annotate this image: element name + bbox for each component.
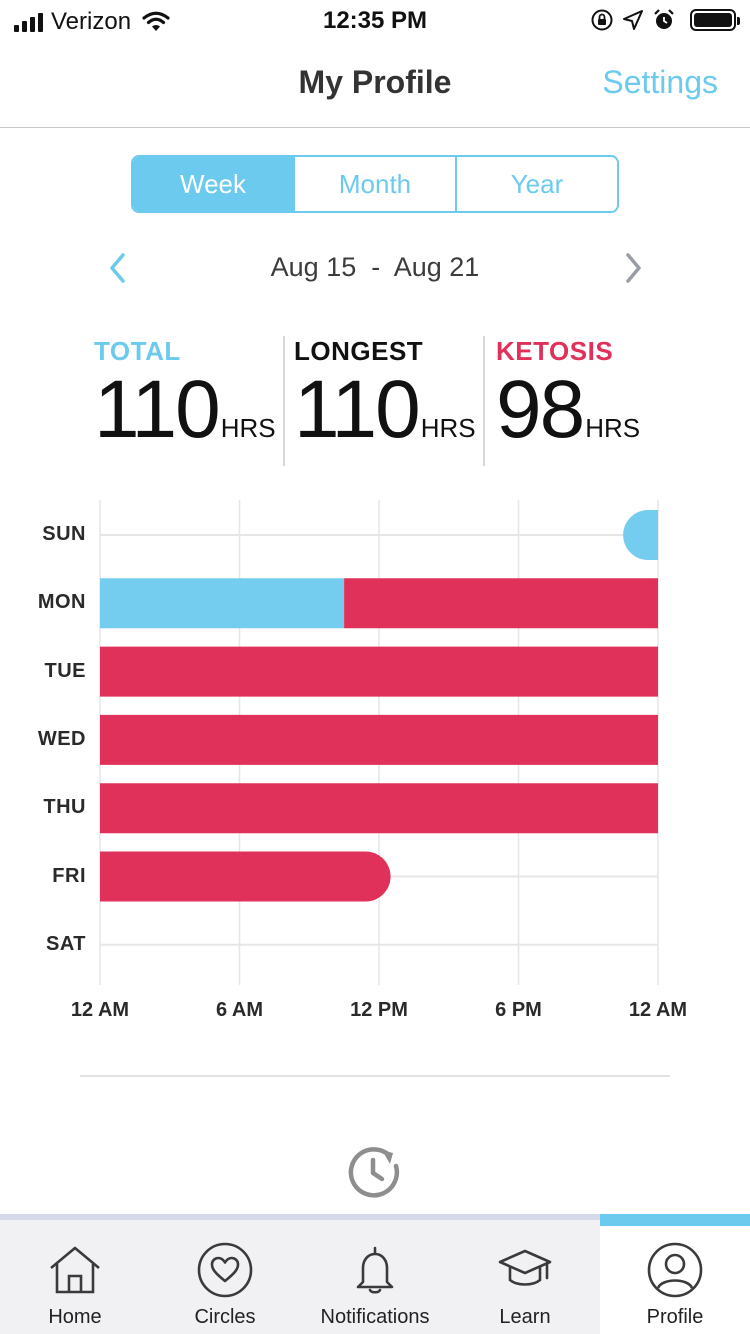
- x-tick-label: 12 PM: [350, 999, 408, 1021]
- tab-circles-label: Circles: [194, 1306, 256, 1328]
- weekly-fasting-chart: 12 AM 6 AM 12 PM 6 PM 12 AM SUN MON TUE WED THU FR…: [0, 490, 750, 1040]
- day-label: TUE: [44, 659, 86, 682]
- fast-bar-fasting-sun[interactable]: [623, 510, 658, 560]
- battery-icon: [690, 9, 740, 31]
- stat-longest-number: 110: [294, 364, 421, 455]
- tab-home[interactable]: Home: [0, 1220, 150, 1334]
- x-tick-label: 6 AM: [215, 999, 264, 1021]
- stat-ketosis: KETOSIS 98 HRS: [496, 336, 640, 466]
- tab-learn-label: Learn: [499, 1306, 551, 1328]
- chevron-right-icon: [626, 253, 641, 283]
- stat-total-number: 110: [94, 364, 221, 455]
- fasting-stats: TOTAL 110 HRS LONGEST 110 HRS KETOSIS 98…: [94, 336, 694, 466]
- section-divider: [80, 1075, 670, 1077]
- nav-header: My Profile Settings: [0, 40, 750, 128]
- x-tick-label: 6 PM: [495, 999, 542, 1021]
- tab-notifications[interactable]: Notifications: [300, 1220, 450, 1334]
- tab-learn[interactable]: Learn: [450, 1220, 600, 1334]
- x-tick-label: 12 AM: [70, 999, 130, 1021]
- carrier-name: Verizon: [51, 8, 132, 35]
- stat-longest: LONGEST 110 HRS: [294, 336, 476, 466]
- day-label: MON: [37, 591, 86, 614]
- chart-canvas: [99, 500, 659, 985]
- previous-week-button[interactable]: [100, 250, 136, 286]
- location-icon: [623, 10, 643, 30]
- stat-total: TOTAL 110 HRS: [94, 336, 276, 466]
- history-button[interactable]: [344, 1142, 404, 1202]
- date-range-navigator: Aug 15 - Aug 21: [0, 250, 750, 286]
- signal-icon: [14, 12, 43, 32]
- tab-notifications-label: Notifications: [320, 1306, 430, 1328]
- x-tick-label: 12 AM: [628, 999, 688, 1021]
- settings-button[interactable]: Settings: [602, 64, 718, 100]
- tab-month[interactable]: Month: [295, 157, 457, 211]
- stat-total-value: 110 HRS: [94, 369, 276, 451]
- fast-bar-ketosis-thu[interactable]: [100, 783, 658, 834]
- status-bar: Verizon 12:35 PM: [0, 0, 750, 40]
- user-icon: [647, 1242, 703, 1298]
- tab-bar: Home Circles Notifications Learn Profile: [0, 1214, 750, 1334]
- status-left: Verizon: [14, 8, 171, 36]
- tab-home-label: Home: [48, 1306, 102, 1328]
- graduation-cap-icon: [498, 1249, 552, 1286]
- stat-ketosis-label: KETOSIS: [496, 336, 614, 366]
- tab-profile[interactable]: Profile: [600, 1214, 750, 1334]
- history-icon: [348, 1147, 400, 1198]
- tab-profile-label: Profile: [646, 1306, 704, 1328]
- page-title: My Profile: [298, 64, 452, 100]
- wifi-icon: [142, 11, 170, 31]
- stat-longest-label: LONGEST: [294, 336, 424, 366]
- status-time: 12:35 PM: [322, 7, 428, 34]
- chevron-left-icon: [110, 253, 125, 283]
- stat-divider: [483, 336, 485, 466]
- day-label: THU: [43, 796, 86, 819]
- stat-ketosis-unit: HRS: [585, 413, 641, 443]
- next-week-button[interactable]: [615, 250, 651, 286]
- day-label: SUN: [42, 523, 86, 545]
- day-label: SAT: [45, 932, 86, 955]
- stat-total-label: TOTAL: [94, 336, 181, 366]
- orientation-lock-icon: [591, 9, 613, 31]
- range-segmented-control: Week Month Year: [131, 155, 619, 213]
- stat-ketosis-number: 98: [496, 364, 585, 455]
- date-range-label: Aug 15 - Aug 21: [270, 252, 480, 282]
- fast-bar-ketosis-wed[interactable]: [100, 714, 658, 765]
- stat-divider: [283, 336, 285, 466]
- status-right: [590, 8, 740, 32]
- day-label: FRI: [52, 864, 86, 887]
- bell-icon: [356, 1246, 394, 1294]
- fast-bar-ketosis-tue[interactable]: [100, 646, 658, 697]
- fast-bar-ketosis-mon[interactable]: [344, 578, 658, 629]
- home-icon: [50, 1246, 100, 1294]
- heart-circle-icon: [197, 1242, 253, 1298]
- tab-week[interactable]: Week: [133, 157, 295, 211]
- tab-circles[interactable]: Circles: [150, 1220, 300, 1334]
- fast-bar-fasting-mon[interactable]: [100, 578, 345, 629]
- stat-longest-value: 110 HRS: [294, 369, 476, 451]
- stat-ketosis-value: 98 HRS: [496, 369, 640, 451]
- fast-bar-ketosis-fri[interactable]: [100, 851, 391, 902]
- alarm-icon: [654, 9, 674, 29]
- day-label: WED: [37, 727, 86, 750]
- stat-total-unit: HRS: [220, 413, 276, 443]
- tab-year[interactable]: Year: [510, 168, 564, 199]
- stat-longest-unit: HRS: [420, 413, 476, 443]
